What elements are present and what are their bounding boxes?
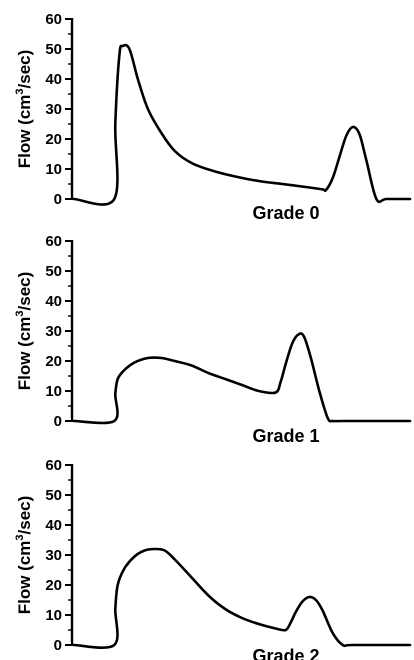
flow-series-line-1	[72, 332, 412, 425]
y-axis-label: Flow (cm3/sec)	[14, 496, 34, 615]
y-axis-label-prefix: Flow (cm	[15, 541, 34, 615]
y-tick-label: 20	[45, 577, 62, 594]
y-tick-label: 40	[45, 517, 62, 534]
panel-label: Grade 1	[252, 426, 319, 446]
flow-series-line-1	[72, 547, 412, 649]
y-tick-label: 60	[45, 457, 62, 474]
y-tick-label: 10	[45, 607, 62, 624]
panel-label: Grade 2	[252, 646, 319, 660]
y-tick-label: 30	[45, 101, 62, 118]
y-axis-label-prefix: Flow (cm	[15, 95, 34, 169]
chart-panel-3: 0 10 20 30 40 50 60 Flow (cm3/sec) Grade 2	[14, 457, 412, 660]
y-axis-label-suffix: /sec)	[15, 496, 34, 535]
y-tick-label: 60	[45, 11, 62, 28]
y-tick-label: 0	[54, 637, 62, 654]
y-axis-label-suffix: /sec)	[15, 272, 34, 311]
y-axis-label-prefix: Flow (cm	[15, 317, 34, 391]
y-tick-label: 10	[45, 383, 62, 400]
y-tick-label: 10	[45, 161, 62, 178]
y-tick-label: 40	[45, 71, 62, 88]
y-tick-label: 50	[45, 41, 62, 58]
y-tick-label: 60	[45, 233, 62, 250]
y-axis-label-suffix: /sec)	[15, 50, 34, 89]
y-tick-label: 50	[45, 263, 62, 280]
y-axis-label: Flow (cm3/sec)	[14, 272, 34, 391]
chart-panel-2: 0 10 20 30 40 50 60 Flow (cm3/sec) Grade 1	[14, 233, 412, 446]
panel-label: Grade 0	[252, 203, 319, 223]
y-tick-label: 0	[54, 191, 62, 208]
y-tick-label: 20	[45, 131, 62, 148]
y-tick-label: 30	[45, 547, 62, 564]
y-axis-label: Flow (cm3/sec)	[14, 50, 34, 169]
y-tick-label: 0	[54, 413, 62, 430]
y-tick-label: 30	[45, 323, 62, 340]
y-axis-label-superscript: 3	[14, 534, 26, 540]
y-tick-label: 50	[45, 487, 62, 504]
chart-panel-1: 0 10 20 30 40 50 60 Flow (cm3/sec) Grade 0	[14, 11, 412, 223]
flow-series-line-1	[72, 43, 412, 206]
y-tick-label: 20	[45, 353, 62, 370]
y-axis-label-superscript: 3	[14, 88, 26, 94]
y-axis-label-superscript: 3	[14, 310, 26, 316]
y-tick-label: 40	[45, 293, 62, 310]
